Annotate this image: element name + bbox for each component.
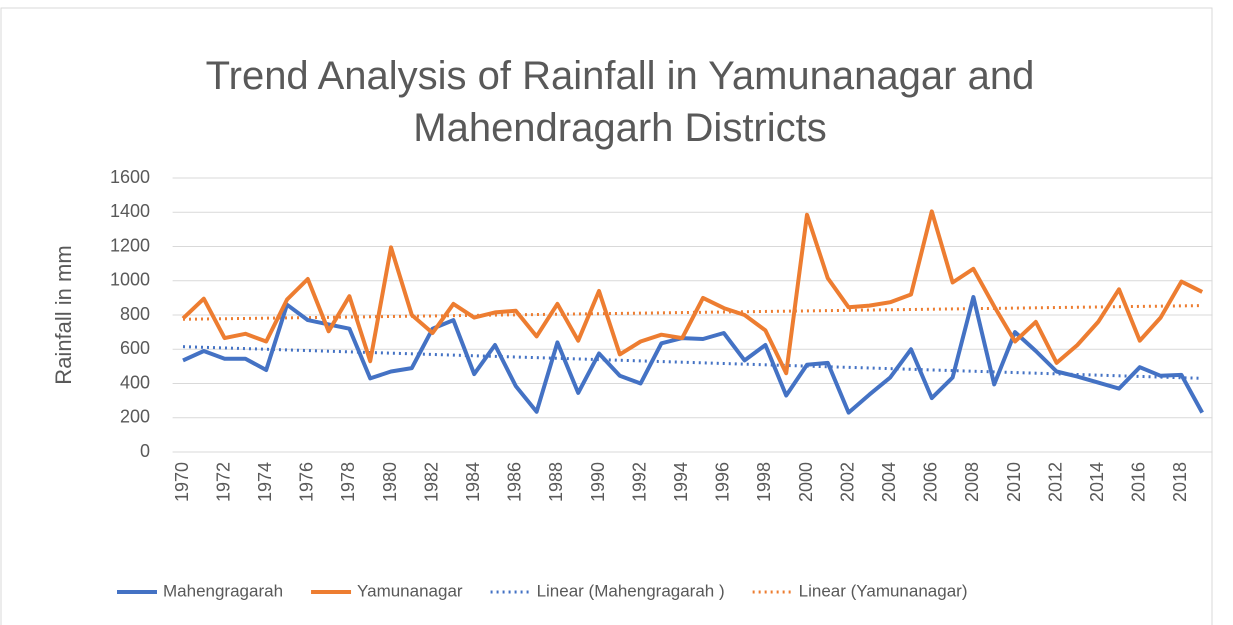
x-tick-label: 1984 [463, 462, 483, 502]
x-tick-label: 1986 [505, 462, 525, 502]
x-tick-label: 1976 [297, 462, 317, 502]
y-tick-label: 800 [120, 304, 150, 324]
x-tick-label: 2006 [921, 462, 941, 502]
y-tick-label: 0 [140, 441, 150, 461]
chart-title: Trend Analysis of Rainfall in Yamunanaga… [205, 54, 1035, 150]
y-tick-label: 1000 [110, 270, 150, 290]
x-tick-label: 1980 [380, 462, 400, 502]
x-tick-label: 2016 [1129, 462, 1149, 502]
x-tick-label: 1974 [255, 462, 275, 502]
x-tick-label: 2018 [1170, 462, 1190, 502]
x-tick-label: 1998 [754, 462, 774, 502]
x-tick-label: 2014 [1087, 462, 1107, 502]
x-tick-label: 1994 [671, 462, 691, 502]
legend-label: Mahengragarah [163, 581, 283, 600]
legend-label: Yamunanagar [357, 581, 463, 600]
x-tick-label: 2004 [879, 462, 899, 502]
y-tick-label: 1400 [110, 201, 150, 221]
x-tick-label: 1988 [546, 462, 566, 502]
y-tick-label: 1600 [110, 167, 150, 187]
x-tick-label: 1990 [588, 462, 608, 502]
y-tick-label: 400 [120, 372, 150, 392]
chart-border [0, 7, 1213, 625]
y-tick-label: 600 [120, 338, 150, 358]
series-line [181, 209, 1204, 376]
trend-line [182, 345, 1203, 380]
x-tick-label: 1972 [213, 462, 233, 502]
x-tick-label: 2012 [1045, 462, 1065, 502]
x-tick-label: 1992 [629, 462, 649, 502]
x-tick-label: 2002 [837, 462, 857, 502]
trend-line [182, 304, 1203, 321]
x-tick-label: 1996 [713, 462, 733, 502]
x-tick-label: 1982 [421, 462, 441, 502]
y-tick-label: 1200 [110, 235, 150, 255]
x-tick-label: 1978 [338, 462, 358, 502]
x-tick-label: 2010 [1004, 462, 1024, 502]
legend-label: Linear (Mahengragarah ) [537, 581, 725, 600]
x-tick-label: 2000 [796, 462, 816, 502]
x-tick-label: 2008 [962, 462, 982, 502]
x-tick-label: 1970 [172, 462, 192, 502]
y-axis-label: Rainfall in mm [51, 245, 76, 384]
y-tick-label: 200 [120, 407, 150, 427]
series-line [182, 295, 1204, 415]
legend-label: Linear (Yamunanagar) [799, 581, 968, 600]
